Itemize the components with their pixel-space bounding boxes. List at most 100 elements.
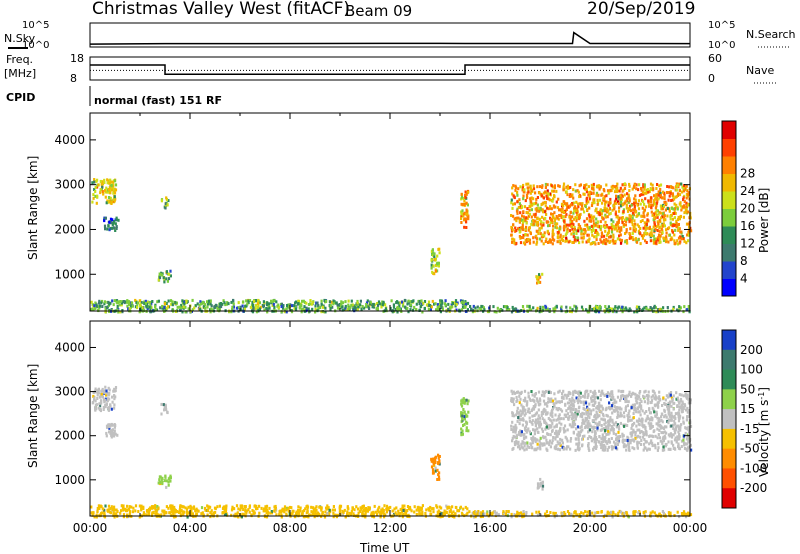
scatter-cell-6 — [608, 440, 611, 444]
scatter-cell-6 — [542, 399, 546, 403]
scatter-cell-9 — [672, 307, 675, 311]
scatter-cell-6 — [547, 241, 550, 244]
scatter-cell-8 — [91, 303, 94, 306]
scatter-cell-6 — [659, 188, 662, 191]
scatter-cell-6 — [555, 429, 558, 433]
scatter-cell-6 — [625, 199, 628, 203]
scatter-cell-6 — [592, 427, 595, 431]
scatter-cell-4 — [436, 478, 439, 481]
noise-ylabel: N.Sky — [4, 32, 36, 45]
noise-right-tick-low: 10^0 — [708, 40, 735, 51]
scatter-cell-6 — [568, 401, 571, 405]
scatter-cell-6 — [590, 186, 594, 190]
scatter-cell-8 — [453, 301, 456, 305]
scatter-cell-9 — [650, 307, 654, 311]
scatter-cell-6 — [514, 226, 517, 230]
ytick-label: 3000 — [54, 178, 85, 192]
scatter-cell-8 — [307, 303, 311, 306]
scatter-cell-6 — [518, 394, 521, 398]
scatter-cell-5 — [466, 402, 469, 406]
scatter-cell-6 — [670, 185, 673, 189]
scatter-cell-6 — [523, 448, 526, 452]
scatter-cell-8 — [450, 303, 453, 307]
scatter-cell-8 — [389, 306, 392, 310]
scatter-cell-6 — [682, 441, 686, 445]
scatter-cell-6 — [559, 443, 562, 447]
frequency-ytick-low: 8 — [70, 72, 77, 85]
scatter-cell-6 — [656, 229, 659, 232]
scatter-cell-8 — [295, 512, 298, 516]
scatter-cell-8 — [353, 508, 356, 512]
scatter-cell-6 — [600, 424, 603, 427]
scatter-cell-6 — [518, 202, 521, 206]
scatter-cell-8 — [295, 307, 298, 311]
scatter-cell-0 — [96, 393, 99, 397]
scatter-cell-6 — [530, 446, 533, 450]
scatter-cell-6 — [519, 414, 522, 418]
scatter-cell-6 — [583, 219, 586, 223]
scatter-cell-5 — [465, 220, 468, 224]
scatter-cell-6 — [689, 216, 692, 220]
scatter-cell-6 — [621, 393, 624, 397]
scatter-cell-6 — [638, 417, 641, 421]
scatter-cell-6 — [578, 399, 582, 403]
scatter-cell-8 — [149, 310, 153, 314]
scatter-cell-6 — [687, 415, 690, 418]
scatter-cell-6 — [674, 436, 677, 440]
scatter-cell-6 — [548, 399, 551, 403]
scatter-cell-6 — [575, 396, 578, 400]
scatter-cell-8 — [109, 301, 112, 305]
scatter-cell-4 — [430, 457, 433, 461]
scatter-cell-6 — [574, 215, 577, 219]
scatter-cell-6 — [594, 400, 597, 404]
scatter-cell-8 — [227, 302, 230, 306]
scatter-cell-8 — [169, 506, 173, 510]
scatter-cell-8 — [409, 303, 412, 307]
scatter-cell-6 — [511, 186, 514, 190]
scatter-cell-6 — [636, 214, 639, 218]
scatter-cell-6 — [593, 389, 596, 393]
scatter-cell-6 — [622, 208, 625, 212]
scatter-cell-6 — [635, 240, 639, 244]
scatter-cell-8 — [372, 302, 375, 306]
scatter-cell-0 — [97, 406, 100, 410]
scatter-cell-6 — [675, 225, 678, 229]
scatter-cell-6 — [585, 240, 588, 244]
scatter-cell-8 — [335, 301, 338, 305]
scatter-cell-2 — [160, 199, 163, 203]
scatter-cell-6 — [629, 234, 632, 238]
scatter-cell-6 — [629, 432, 632, 436]
scatter-cell-6 — [674, 205, 677, 209]
scatter-cell-8 — [432, 507, 435, 511]
scatter-cell-6 — [629, 217, 632, 221]
scatter-cell-6 — [565, 213, 568, 217]
scatter-cell-8 — [216, 505, 219, 509]
scatter-cell-7 — [541, 480, 544, 484]
scatter-cell-6 — [532, 438, 535, 442]
scatter-cell-6 — [628, 184, 631, 188]
scatter-cell-8 — [383, 515, 386, 519]
scatter-cell-6 — [662, 239, 666, 242]
scatter-cell-9 — [635, 305, 639, 309]
scatter-cell-6 — [657, 405, 660, 409]
scatter-cell-8 — [256, 305, 260, 309]
scatter-cell-6 — [676, 435, 679, 439]
scatter-cell-8 — [445, 504, 448, 508]
scatter-cell-6 — [669, 391, 673, 394]
scatter-cell-6 — [551, 441, 554, 445]
scatter-cell-9 — [666, 306, 669, 309]
scatter-cell-6 — [672, 223, 675, 227]
scatter-cell-8 — [245, 299, 248, 303]
scatter-cell-6 — [524, 218, 527, 222]
scatter-cell-8 — [361, 305, 364, 308]
scatter-cell-6 — [557, 432, 560, 436]
scatter-cell-6 — [676, 207, 679, 211]
scatter-cell-8 — [266, 301, 269, 305]
scatter-cell-9 — [501, 308, 504, 312]
scatter-cell-0 — [110, 407, 113, 411]
scatter-cell-6 — [537, 414, 540, 418]
scatter-cell-6 — [612, 239, 615, 243]
scatter-cell-6 — [624, 394, 627, 398]
scatter-cell-8 — [110, 505, 113, 509]
scatter-cell-9 — [483, 308, 486, 312]
